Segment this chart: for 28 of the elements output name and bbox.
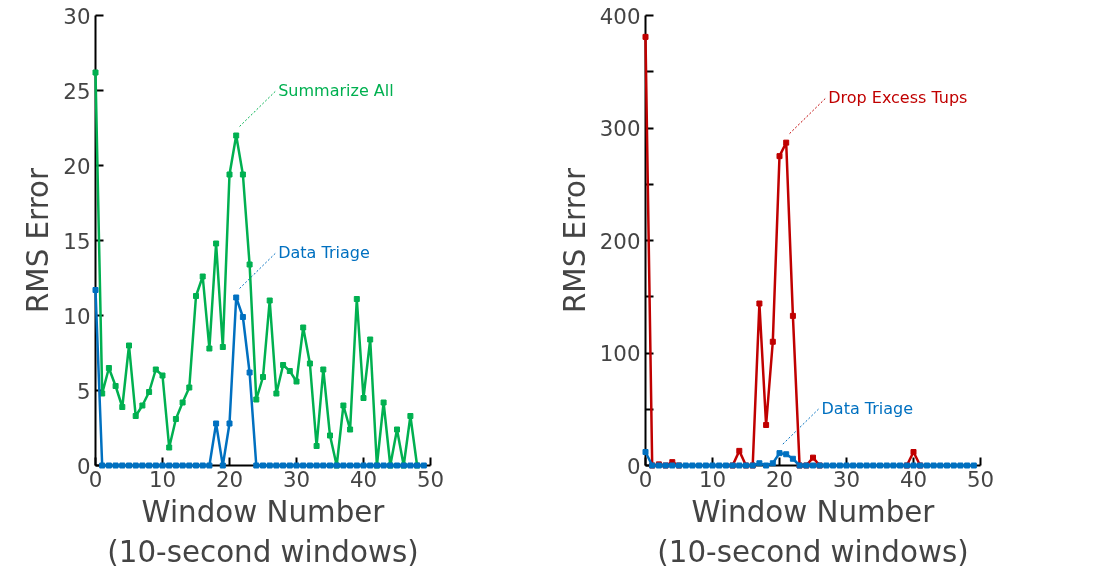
x-tick-label: 50 <box>416 466 445 492</box>
y-axis-title: RMS Error <box>21 167 56 314</box>
x-tick-label: 10 <box>148 466 177 492</box>
y-tick-label: 30 <box>63 3 91 29</box>
text: Data Triage <box>821 398 914 418</box>
y-tick-label: 10 <box>63 303 91 329</box>
x-tick-label: 20 <box>765 466 794 492</box>
y-tick-label: 400 <box>599 3 641 29</box>
x-axis-title: Window Number (10-second windows) <box>657 494 969 570</box>
y-tick-label: 15 <box>63 228 91 254</box>
y-axis-title: RMS Error <box>557 167 592 314</box>
x-tick-label: 50 <box>966 466 995 492</box>
x-tick-label: 40 <box>899 466 928 492</box>
y-tick-label: 100 <box>599 341 641 366</box>
x-tick-label: 30 <box>832 466 861 492</box>
y-tick-label: 5 <box>76 378 91 404</box>
y-tick-label: 20 <box>63 153 91 179</box>
x-tick-label: 40 <box>349 466 378 492</box>
x-tick-label: 30 <box>282 466 311 492</box>
y-tick-label: 200 <box>599 228 641 254</box>
text: Data Triage <box>278 243 370 262</box>
x-tick-label: 10 <box>698 466 727 492</box>
x-axis-title: Window Number (10-second windows) <box>107 494 419 570</box>
y-tick-label: 25 <box>63 78 91 104</box>
y-tick-label: 300 <box>599 116 641 141</box>
text: Drop Excess Tups <box>828 88 968 108</box>
text: Summarize All <box>278 81 394 100</box>
x-tick-label: 20 <box>215 466 244 492</box>
